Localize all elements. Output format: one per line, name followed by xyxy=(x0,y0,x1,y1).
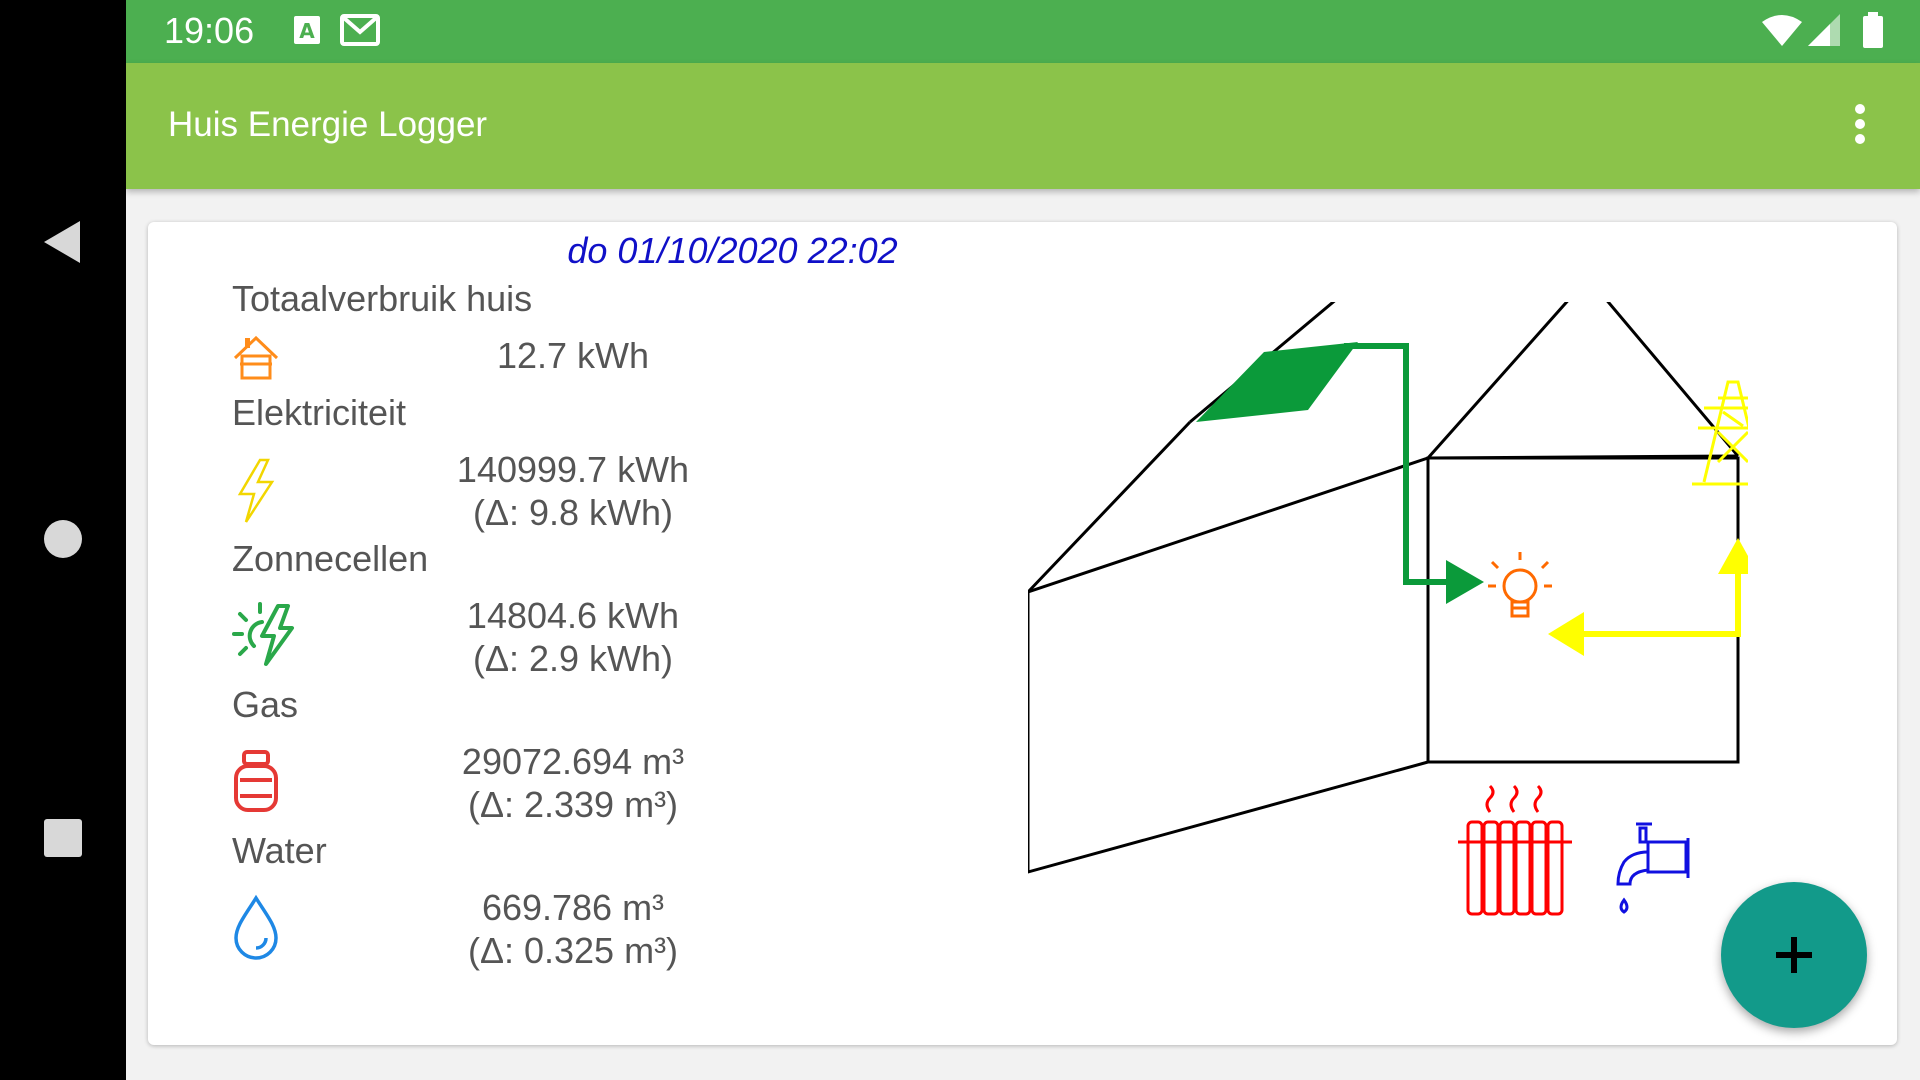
solar-panel-icon xyxy=(1196,342,1358,422)
water-value: 669.786 m³ xyxy=(481,887,665,928)
water-delta: (Δ: 0.325 m³) xyxy=(467,930,679,971)
app-title: Huis Energie Logger xyxy=(168,105,488,144)
gmail-icon xyxy=(340,14,380,51)
solar-value: 14804.6 kWh xyxy=(466,595,680,636)
energy-overview-card: do 01/10/2020 22:02 Totaalverbruik huis … xyxy=(148,222,1897,1045)
section-label-solar: Zonnecellen xyxy=(232,538,429,579)
recents-icon[interactable] xyxy=(40,815,86,861)
add-reading-button[interactable] xyxy=(1721,882,1867,1028)
app-bar: Huis Energie Logger xyxy=(126,63,1920,189)
a-notification-icon: A xyxy=(292,14,322,51)
gas-bottle-icon xyxy=(232,750,280,819)
status-time: 19:06 xyxy=(164,10,255,51)
solar-delta: (Δ: 2.9 kWh) xyxy=(472,638,674,679)
section-label-total: Totaalverbruik huis xyxy=(232,278,533,319)
plus-icon xyxy=(1776,937,1812,973)
navigation-bar xyxy=(0,0,126,1080)
lightning-icon xyxy=(232,458,280,529)
electricity-value: 140999.7 kWh xyxy=(456,449,690,490)
gas-value: 29072.694 m³ xyxy=(461,741,685,782)
section-label-gas: Gas xyxy=(232,684,299,725)
home-icon[interactable] xyxy=(40,516,86,562)
gas-delta: (Δ: 2.339 m³) xyxy=(467,784,679,825)
total-value: 12.7 kWh xyxy=(496,335,650,376)
reading-datetime: do 01/10/2020 22:02 xyxy=(567,230,898,271)
section-label-electricity: Elektriciteit xyxy=(232,392,407,433)
signal-icon xyxy=(1808,14,1840,51)
power-pylon-icon xyxy=(1692,380,1748,486)
lightbulb-icon xyxy=(1488,552,1552,618)
svg-text:A: A xyxy=(299,19,315,43)
house-energy-diagram xyxy=(1028,302,1748,916)
water-tap-icon xyxy=(1616,822,1690,914)
radiator-icon xyxy=(1458,784,1572,916)
status-bar: 19:06 A xyxy=(126,0,1920,63)
solar-lightning-icon xyxy=(232,602,298,673)
back-icon[interactable] xyxy=(40,219,86,265)
house-icon xyxy=(232,334,280,387)
overflow-menu-icon[interactable] xyxy=(1836,99,1884,155)
water-drop-icon xyxy=(232,894,280,965)
battery-icon xyxy=(1862,12,1884,53)
wifi-icon xyxy=(1762,14,1802,51)
section-label-water: Water xyxy=(232,830,327,871)
electricity-delta: (Δ: 9.8 kWh) xyxy=(472,492,674,533)
